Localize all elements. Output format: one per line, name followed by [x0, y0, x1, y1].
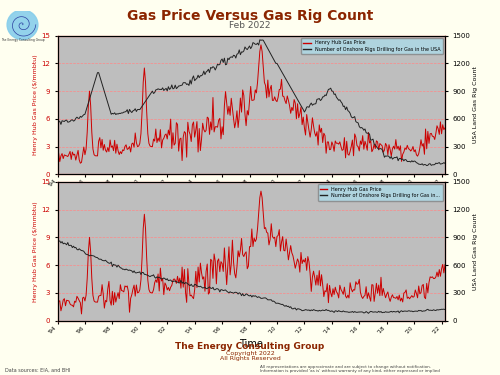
Text: Feb 2022: Feb 2022	[229, 21, 271, 30]
Text: The Energy Consulting Group: The Energy Consulting Group	[0, 38, 44, 42]
Text: The Energy Consulting Group: The Energy Consulting Group	[176, 342, 324, 351]
Y-axis label: USA Land Gas Rig Count: USA Land Gas Rig Count	[474, 67, 478, 144]
Text: All Rights Reserved: All Rights Reserved	[220, 356, 280, 361]
Circle shape	[7, 10, 38, 40]
Text: Gas Price Versus Gas Rig Count: Gas Price Versus Gas Rig Count	[127, 9, 373, 23]
X-axis label: Time: Time	[240, 339, 263, 348]
Text: Copyright 2022: Copyright 2022	[226, 351, 274, 355]
Text: Data sources: EIA, and BHI: Data sources: EIA, and BHI	[5, 368, 70, 373]
Y-axis label: USA Land Gas Rig Count: USA Land Gas Rig Count	[474, 213, 478, 290]
Y-axis label: Henry Hub Gas Price ($/mmbtu): Henry Hub Gas Price ($/mmbtu)	[33, 55, 38, 155]
Y-axis label: Henry Hub Gas Price ($/mmbtu): Henry Hub Gas Price ($/mmbtu)	[33, 201, 38, 302]
Legend: Henry Hub Gas Price, Number of Onshore Rigs Drilling for Gas in...: Henry Hub Gas Price, Number of Onshore R…	[318, 184, 442, 201]
Legend: Henry Hub Gas Price, Number of Onshore Rigs Drilling for Gas in the USA: Henry Hub Gas Price, Number of Onshore R…	[301, 38, 442, 54]
Text: All representations are approximate and are subject to change without notificati: All representations are approximate and …	[260, 364, 440, 373]
